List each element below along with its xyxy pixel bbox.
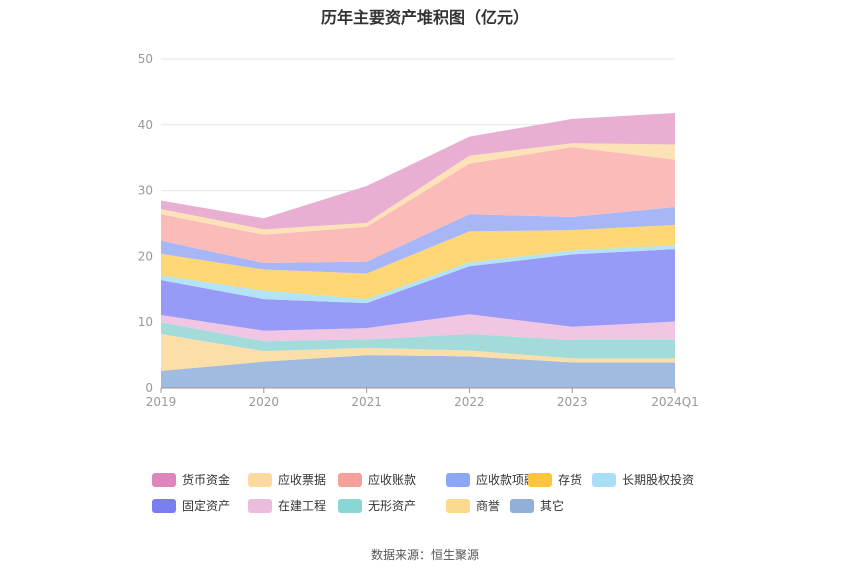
y-tick-label: 20 (138, 249, 153, 263)
legend-label: 应收票据 (278, 473, 327, 487)
legend-swatch (338, 498, 362, 513)
x-tick-label: 2020 (249, 395, 280, 409)
legend-item[interactable]: 货币资金 (152, 471, 230, 488)
area-series-存货 (161, 224, 675, 300)
legend-item[interactable]: 应收账款 (338, 471, 416, 488)
area-series-无形资产 (161, 322, 675, 359)
legend-label: 长期股权投资 (622, 473, 695, 487)
y-tick-label: 30 (138, 184, 153, 198)
y-tick-label: 40 (138, 118, 153, 132)
legend-label: 应收账款 (368, 473, 417, 487)
legend-label: 存货 (558, 473, 583, 487)
legend-item[interactable]: 应收票据 (248, 471, 326, 488)
area-series-商誉 (161, 334, 675, 371)
area-series-应收票据 (161, 143, 675, 235)
legend-swatch (152, 472, 176, 487)
y-tick-label: 50 (138, 52, 153, 66)
legend-item[interactable]: 存货 (528, 471, 582, 488)
legend-item[interactable]: 在建工程 (248, 497, 326, 514)
legend-label: 商誉 (476, 499, 501, 513)
y-tick-label: 10 (138, 315, 153, 329)
area-series-长期股权投资 (161, 245, 675, 304)
legend-swatch (248, 472, 272, 487)
chart-title: 历年主要资产堆积图（亿元） (320, 8, 529, 27)
data-source-note: 数据来源：恒生聚源 (370, 548, 479, 562)
legend-item[interactable]: 商誉 (446, 497, 500, 514)
legend-item[interactable]: 其它 (510, 497, 564, 514)
legend-swatch (528, 472, 552, 487)
legend-label: 无形资产 (368, 499, 417, 513)
area-series-货币资金 (161, 112, 675, 230)
legend-swatch (446, 472, 470, 487)
y-tick-label: 0 (145, 381, 153, 395)
area-series-其它 (161, 355, 675, 388)
legend-swatch (152, 498, 176, 513)
legend-item[interactable]: 无形资产 (338, 497, 416, 514)
x-tick-label: 2024Q1 (651, 395, 699, 409)
legend-swatch (338, 472, 362, 487)
legend-item[interactable]: 固定资产 (152, 497, 230, 514)
area-series-在建工程 (161, 314, 675, 342)
legend-item[interactable]: 长期股权投资 (592, 471, 694, 488)
legend-swatch (446, 498, 470, 513)
legend-label: 固定资产 (182, 499, 231, 513)
x-tick-label: 2021 (351, 395, 382, 409)
area-series-固定资产 (161, 249, 675, 331)
area-series-应收款项融资 (161, 207, 675, 274)
area-series-应收账款 (161, 147, 675, 263)
legend-swatch (248, 498, 272, 513)
x-tick-label: 2022 (454, 395, 485, 409)
x-tick-label: 2019 (146, 395, 177, 409)
x-tick-label: 2023 (557, 395, 588, 409)
legend-label: 在建工程 (278, 499, 327, 513)
legend-swatch (510, 498, 534, 513)
legend-swatch (592, 472, 616, 487)
legend-label: 货币资金 (182, 473, 231, 487)
legend-label: 其它 (540, 499, 565, 513)
stacked-area-chart: 0 10 20 30 40 50 2019 2020 2021 2022 2023 2024Q1 (138, 52, 699, 409)
